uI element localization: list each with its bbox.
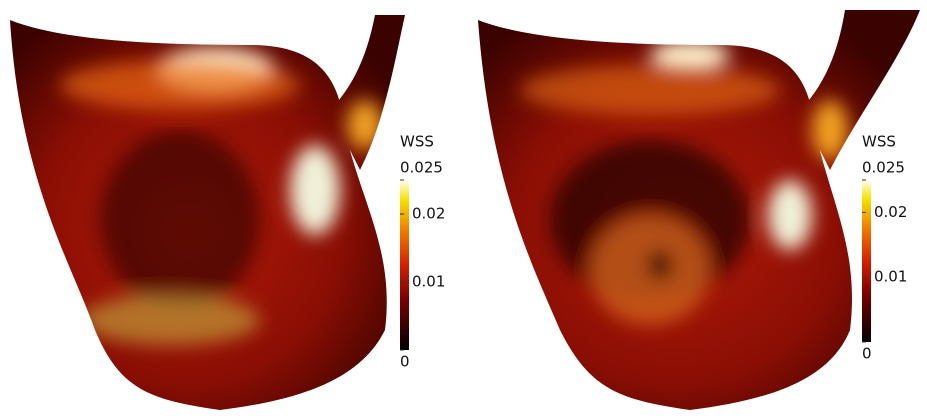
surface-right [470, 0, 927, 420]
colorbar [862, 180, 871, 342]
tick-label: 0.01 [874, 268, 907, 286]
visualization: WSS 0 0.01 0.02 0.025 WSS 0 0.01 0.02 0.025 [0, 0, 927, 420]
tick-label: 0.02 [412, 205, 445, 223]
surface-left [0, 0, 420, 420]
colorbar [400, 180, 409, 350]
tick-label: 0.01 [412, 273, 445, 291]
tick-label: 0.02 [874, 203, 907, 221]
tick-label: 0 [862, 345, 872, 363]
colorbar-title: WSS [400, 133, 434, 151]
tick-label: 0.025 [400, 159, 443, 177]
tick-label: 0 [400, 353, 410, 371]
colorbar-title: WSS [862, 133, 896, 151]
tick-label: 0.025 [862, 159, 905, 177]
